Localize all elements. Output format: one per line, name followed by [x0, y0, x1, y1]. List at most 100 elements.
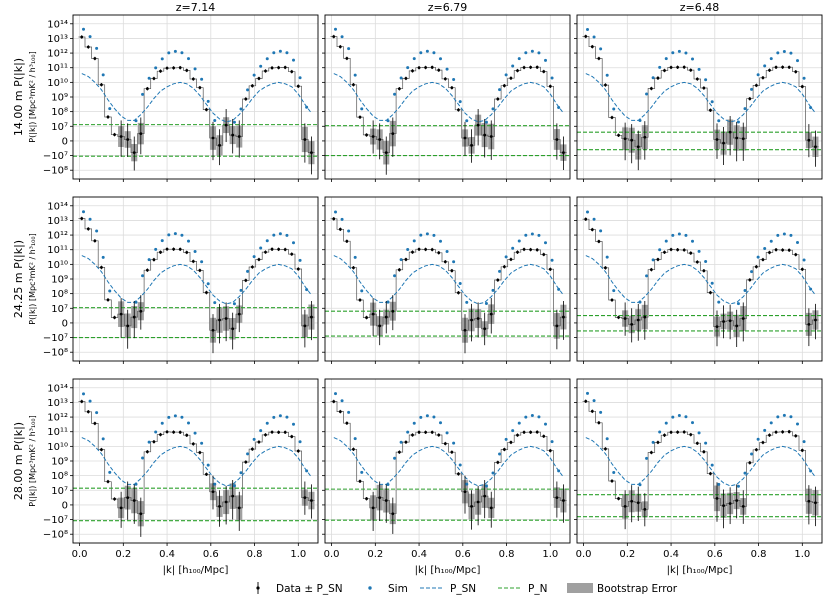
- data-point: [345, 421, 349, 425]
- data-step-line: [330, 36, 567, 153]
- data-point: [159, 69, 162, 73]
- data-point: [126, 496, 130, 500]
- data-point: [132, 315, 136, 319]
- data-point: [332, 400, 336, 403]
- y-tick-label: 10¹³: [47, 216, 68, 227]
- sim-point: [658, 248, 662, 252]
- sim-point: [599, 410, 603, 414]
- sim-point: [717, 482, 721, 486]
- data-point: [807, 138, 811, 142]
- sim-point: [645, 456, 649, 460]
- sim-point: [340, 217, 344, 221]
- sim-point: [677, 232, 681, 236]
- sim-point: [347, 229, 351, 233]
- sim-point: [108, 470, 112, 474]
- sim-point: [452, 77, 456, 81]
- data-point: [211, 490, 215, 494]
- data-point: [411, 433, 414, 437]
- data-point: [165, 430, 169, 434]
- sim-point: [756, 255, 760, 259]
- data-point: [100, 83, 103, 87]
- sim-point: [484, 120, 488, 124]
- sim-point: [252, 73, 256, 77]
- sim-point: [393, 274, 397, 278]
- sim-point: [200, 260, 204, 264]
- data-point: [384, 151, 388, 155]
- sim-point: [796, 59, 799, 63]
- sim-point: [439, 57, 442, 61]
- sim-point: [524, 51, 528, 55]
- sim-point: [658, 65, 662, 69]
- sim-point: [419, 415, 423, 419]
- sim-point: [95, 411, 99, 415]
- data-point: [165, 66, 169, 70]
- data-point: [695, 260, 699, 264]
- sim-point: [265, 239, 269, 243]
- sim-point: [272, 415, 276, 419]
- data-point: [522, 66, 526, 69]
- data-point: [630, 499, 634, 503]
- sim-point: [347, 410, 351, 414]
- psn-curve: [333, 437, 564, 487]
- data-point: [516, 250, 519, 254]
- data-point: [597, 421, 601, 425]
- data-point: [86, 227, 90, 231]
- sim-point: [763, 428, 767, 432]
- sim-point: [173, 414, 177, 418]
- data-point: [689, 251, 693, 255]
- data-point: [404, 258, 408, 261]
- data-point: [630, 138, 634, 142]
- data-point: [113, 316, 116, 319]
- sim-point: [213, 301, 217, 305]
- legend-item-boot: Bootstrap Error: [567, 583, 678, 595]
- data-point: [237, 312, 241, 316]
- data-point: [404, 440, 408, 444]
- sim-point: [393, 456, 397, 460]
- x-axis-label: |k| [h₁₀₀/Mpc]: [163, 565, 229, 576]
- data-point: [682, 65, 686, 69]
- y-tick-label: 10¹⁰: [47, 442, 68, 453]
- data-point: [145, 450, 149, 454]
- data-point: [244, 97, 248, 101]
- sim-point: [504, 437, 508, 441]
- data-point: [768, 433, 771, 437]
- sim-point: [684, 51, 688, 55]
- x-tick-label: 1.0: [794, 549, 810, 560]
- data-point: [584, 35, 588, 38]
- data-point: [643, 135, 647, 139]
- legend-item-sim: Sim: [368, 583, 408, 595]
- data-point: [735, 324, 739, 328]
- data-point: [709, 108, 712, 112]
- sim-point: [82, 27, 85, 31]
- data-point: [715, 325, 719, 328]
- y-unit-label: P(|k|) [Mpc³mK² / h³₁₀₀]: [28, 51, 37, 142]
- data-point: [728, 130, 732, 134]
- sim-point: [465, 119, 469, 123]
- data-point: [489, 135, 493, 138]
- data-point: [397, 87, 401, 91]
- data-point: [509, 258, 513, 261]
- sim-point: [458, 463, 462, 467]
- data-point: [145, 87, 149, 91]
- data-point: [709, 472, 712, 476]
- sim-point: [101, 73, 105, 77]
- data-point: [470, 504, 473, 508]
- sim-point: [160, 421, 164, 425]
- data-point: [741, 504, 745, 508]
- sim-point: [386, 483, 390, 487]
- sim-point: [704, 441, 708, 445]
- data-point: [437, 68, 441, 72]
- data-point: [741, 137, 745, 141]
- y-tick-label: 10⁷: [51, 122, 68, 133]
- data-point: [185, 68, 189, 72]
- data-point: [424, 430, 428, 434]
- sim-point: [386, 119, 390, 123]
- legend-sim-swatch: [368, 586, 372, 590]
- data-point: [332, 35, 336, 39]
- data-point: [93, 239, 97, 243]
- data-point: [283, 430, 287, 434]
- data-point: [231, 494, 235, 498]
- sim-point: [265, 421, 269, 425]
- data-point: [257, 440, 261, 444]
- data-step-line: [330, 218, 567, 331]
